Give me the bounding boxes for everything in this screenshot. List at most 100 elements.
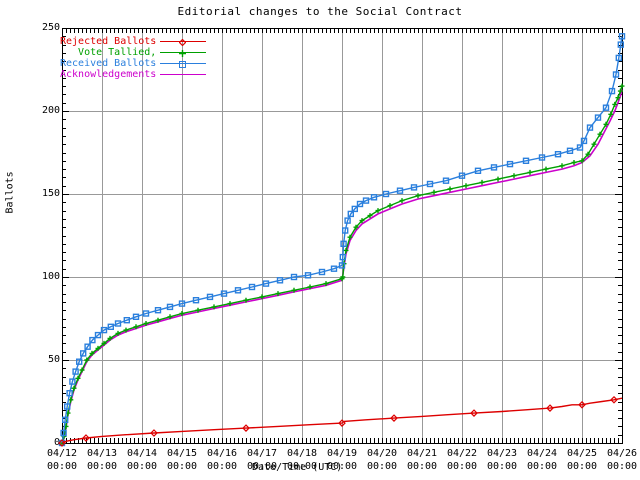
data-point	[211, 304, 217, 310]
x-tick-label-time: 00:00	[446, 461, 478, 472]
data-point	[195, 307, 201, 313]
data-point	[275, 291, 281, 297]
data-point	[94, 331, 102, 339]
data-point	[82, 434, 90, 442]
data-point	[594, 114, 602, 121]
data-point	[610, 395, 618, 404]
data-point	[143, 321, 149, 326]
data-point	[75, 375, 81, 381]
x-tick-label-date: 04/23	[486, 448, 518, 459]
data-point	[243, 297, 249, 303]
data-point	[234, 287, 242, 294]
legend-item: Acknowledgements	[60, 69, 207, 80]
data-point	[347, 234, 353, 240]
data-point	[206, 293, 214, 301]
data-point	[340, 240, 347, 248]
data-point	[89, 350, 95, 356]
data-point	[617, 88, 623, 94]
legend-label: Rejected Ballots	[60, 36, 157, 47]
data-point	[603, 121, 609, 127]
x-tick-label-date: 04/15	[166, 448, 198, 459]
data-point	[618, 33, 626, 40]
data-point	[227, 301, 233, 307]
data-point	[347, 210, 354, 218]
x-tick-label-time: 00:00	[126, 461, 158, 472]
x-tick-label-date: 04/19	[326, 448, 358, 459]
y-tick-label: 250	[41, 22, 60, 33]
data-point	[339, 253, 346, 261]
data-point	[68, 397, 74, 403]
x-tick-label-time: 00:00	[566, 461, 598, 472]
legend-label: Received Ballots	[60, 58, 157, 69]
data-point	[123, 317, 131, 324]
data-point	[340, 274, 346, 280]
data-point	[114, 320, 122, 327]
x-tick-label-time: 00:00	[166, 461, 198, 472]
y-tick-label: 200	[41, 105, 60, 116]
data-point	[133, 324, 139, 330]
legend-key-none-icon	[160, 69, 207, 80]
x-tick-label-time: 00:00	[366, 461, 398, 472]
data-point	[470, 409, 478, 417]
data-point	[410, 184, 418, 191]
legend-label: Acknowledgements	[60, 69, 157, 80]
data-point	[307, 284, 313, 290]
data-point	[62, 416, 69, 423]
data-point	[396, 187, 404, 194]
x-tick-label-date: 04/20	[366, 448, 398, 459]
data-point	[100, 326, 108, 334]
data-point	[192, 297, 200, 304]
data-point	[554, 150, 562, 158]
data-point	[167, 314, 173, 320]
data-point	[72, 368, 79, 375]
data-point	[479, 179, 485, 185]
data-point	[248, 283, 256, 291]
data-point	[370, 194, 378, 201]
data-point	[559, 163, 565, 169]
data-point	[615, 54, 622, 62]
data-point	[415, 193, 421, 199]
data-point	[155, 317, 161, 323]
data-point	[442, 177, 450, 184]
data-point	[351, 205, 358, 213]
data-point	[344, 217, 351, 224]
data-point	[75, 358, 83, 365]
data-point	[571, 160, 577, 165]
data-point	[338, 419, 346, 427]
x-tick-label-date: 04/14	[126, 448, 158, 459]
y-tick-label: 0	[53, 437, 60, 448]
data-point	[276, 277, 284, 284]
data-point	[426, 180, 434, 188]
data-point	[142, 310, 150, 317]
data-point	[578, 400, 586, 409]
x-tick-label-date: 04/16	[206, 448, 238, 459]
x-tick-label-time: 00:00	[286, 461, 318, 472]
data-point	[84, 343, 91, 350]
data-point	[220, 290, 228, 297]
legend-label: Vote Tallied,	[78, 47, 157, 58]
x-tick-label-date: 04/13	[86, 448, 118, 459]
data-point	[576, 144, 584, 151]
y-axis-ticks: 0 50 100 150 200 250	[10, 0, 60, 480]
series-received-ballots	[58, 33, 626, 447]
x-tick-label-time: 00:00	[486, 461, 518, 472]
data-point	[58, 439, 66, 447]
series-line	[61, 397, 623, 444]
data-point	[150, 429, 158, 437]
data-point	[359, 218, 365, 224]
data-point	[291, 287, 297, 293]
data-point	[546, 404, 554, 412]
x-tick-label-time: 00:00	[526, 461, 558, 472]
x-tick-label-date: 04/18	[286, 448, 318, 459]
data-point	[399, 198, 405, 204]
data-point	[506, 160, 514, 168]
y-tick-label: 50	[47, 354, 60, 365]
data-point	[495, 176, 501, 182]
x-tick-label-time: 00:00	[406, 461, 438, 472]
data-point	[579, 158, 585, 164]
data-point	[375, 208, 381, 214]
data-point	[79, 350, 87, 357]
data-point	[342, 227, 349, 234]
data-point	[343, 247, 349, 253]
